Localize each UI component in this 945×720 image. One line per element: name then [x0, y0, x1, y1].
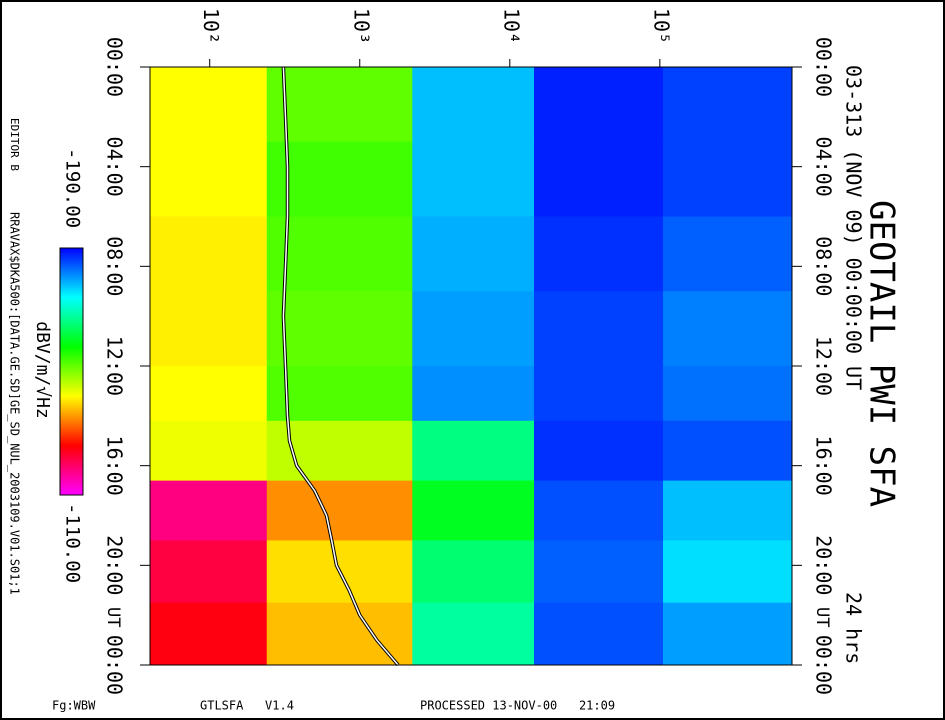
heatmap-cell	[663, 67, 793, 143]
heatmap-cell	[534, 420, 664, 482]
y-tick-label: 16:00	[812, 436, 836, 496]
heatmap	[150, 67, 793, 666]
y-tick-label: 20:00	[103, 535, 127, 595]
file-path: RRAVAX$DKA500:[DATA.GE.SD]GE_SD_NUL_2003…	[8, 212, 22, 595]
heatmap-cell	[412, 366, 535, 422]
y-tick-label: 00:00	[812, 635, 836, 695]
heatmap-cell	[266, 480, 413, 541]
heatmap-cell	[412, 480, 535, 541]
heatmap-cell	[150, 67, 268, 143]
colorbar-tick-label: -110.00	[62, 503, 84, 583]
heatmap-cell	[663, 540, 793, 604]
heatmap-cell	[150, 420, 268, 482]
y-tick-label: 00:00	[812, 37, 836, 97]
heatmap-cell	[150, 540, 268, 604]
heatmap-cell	[150, 366, 268, 422]
colorbar-tick-label: -190.00	[62, 148, 84, 228]
y-tick-label: 04:00	[103, 137, 127, 197]
heatmap-cell	[534, 480, 664, 541]
heatmap-cell	[663, 216, 793, 292]
chart-title: GEOTAIL PWI SFA	[862, 200, 902, 507]
colorbar	[59, 247, 84, 496]
time-unit: UT	[812, 607, 832, 627]
y-tick-label: 12:00	[103, 336, 127, 396]
heatmap-cell	[663, 366, 793, 422]
heatmap-cell	[534, 141, 664, 217]
duration: 24 hrs	[842, 592, 866, 664]
heatmap-cell	[663, 420, 793, 482]
heatmap-cell	[534, 602, 664, 666]
y-tick-label: 12:00	[812, 336, 836, 396]
heatmap-cell	[412, 540, 535, 604]
x-tick-label: 10⁴	[499, 8, 523, 44]
heatmap-cell	[534, 67, 664, 143]
heatmap-cell	[266, 141, 413, 217]
heatmap-cell	[663, 480, 793, 541]
y-tick-label: 16:00	[103, 436, 127, 496]
x-tick-label: 10³	[349, 8, 373, 44]
footer: Fg:WBW	[52, 699, 96, 713]
heatmap-cell	[266, 366, 413, 422]
heatmap-cell	[266, 216, 413, 292]
footer: GTLSFA V1.4	[200, 699, 294, 713]
colorbar-label: dBV/m/√Hz	[32, 321, 53, 419]
heatmap-cell	[534, 366, 664, 422]
y-tick-label: 04:00	[812, 137, 836, 197]
heatmap-cell	[412, 420, 535, 482]
time-unit: UT	[103, 607, 123, 627]
heatmap-cell	[412, 291, 535, 367]
heatmap-cell	[534, 291, 664, 367]
x-tick-label: 10⁵	[649, 8, 673, 44]
heatmap-cell	[663, 602, 793, 666]
heatmap-cell	[412, 216, 535, 292]
y-tick-label: 08:00	[812, 236, 836, 296]
y-tick-label: 00:00	[103, 635, 127, 695]
trace-line	[282, 66, 399, 666]
y-tick-label: 20:00	[812, 535, 836, 595]
heatmap-cell	[663, 291, 793, 367]
x-tick-label: 10²	[199, 8, 223, 44]
footer: PROCESSED 13-NOV-00 21:09	[420, 699, 615, 713]
heatmap-cell	[150, 291, 268, 367]
heatmap-cell	[266, 291, 413, 367]
heatmap-cell	[534, 540, 664, 604]
y-tick-label: 08:00	[103, 236, 127, 296]
heatmap-cell	[266, 67, 413, 143]
heatmap-cell	[534, 216, 664, 292]
editor: EDITOR B	[8, 118, 21, 171]
heatmap-cell	[412, 141, 535, 217]
heatmap-cell	[150, 602, 268, 666]
subtitle: 03-313 (NOV 09) 00:00:00 UT	[842, 65, 866, 390]
heatmap-cell	[412, 67, 535, 143]
heatmap-cell	[150, 480, 268, 541]
heatmap-cell	[150, 141, 268, 217]
y-tick-label: 00:00	[103, 37, 127, 97]
heatmap-cell	[150, 216, 268, 292]
heatmap-cell	[412, 602, 535, 666]
heatmap-cell	[663, 141, 793, 217]
